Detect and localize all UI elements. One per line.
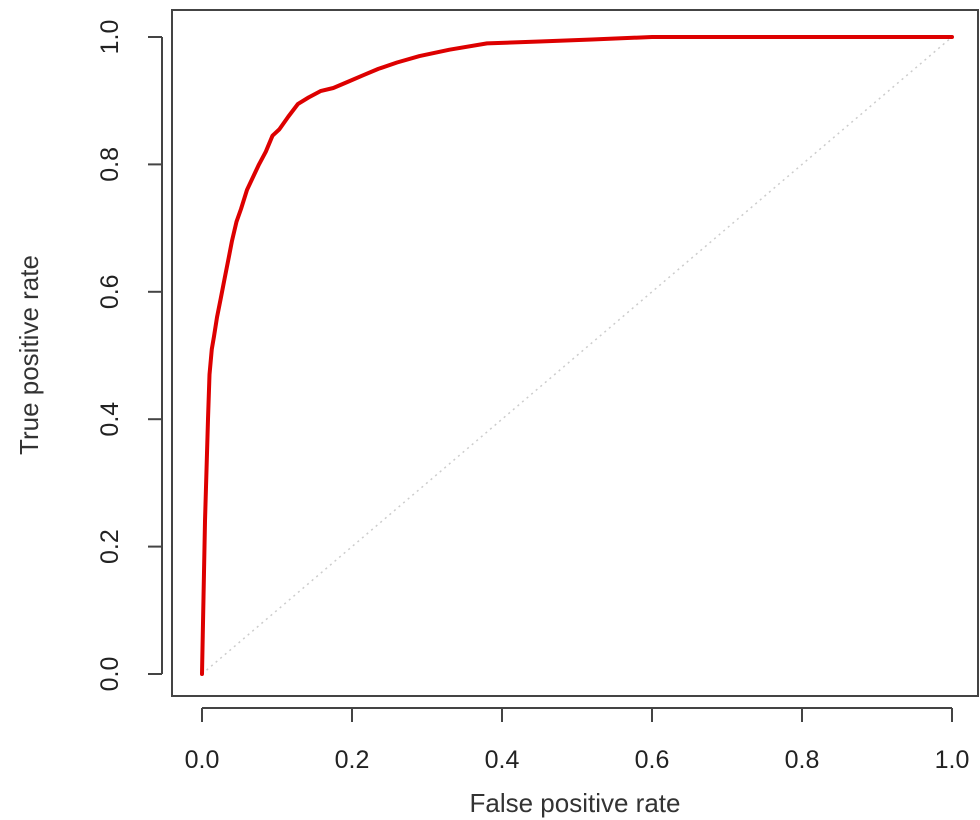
y-axis-label: True positive rate xyxy=(14,255,44,455)
chance-diagonal-line xyxy=(201,36,953,675)
y-tick-label-2: 0.4 xyxy=(96,402,124,437)
chance-line-layer xyxy=(201,36,953,675)
y-axis: 0.0 0.2 0.4 0.6 0.8 1.0 xyxy=(96,20,163,692)
roc-curve-line xyxy=(200,35,954,676)
x-tick-label-1: 0.2 xyxy=(335,746,370,774)
x-tick-label-5: 1.0 xyxy=(935,746,970,774)
x-tick-label-4: 0.8 xyxy=(785,746,820,774)
y-tick-label-0: 0.0 xyxy=(96,657,124,692)
x-axis-label: False positive rate xyxy=(470,788,681,818)
roc-curve-layer xyxy=(200,35,954,676)
plot-frame xyxy=(171,9,979,697)
x-tick-label-0: 0.0 xyxy=(185,746,220,774)
y-tick-label-1: 0.2 xyxy=(96,529,124,564)
x-axis: 0.0 0.2 0.4 0.6 0.8 1.0 xyxy=(185,707,970,774)
y-tick-label-4: 0.8 xyxy=(96,147,124,182)
x-tick-label-2: 0.4 xyxy=(485,746,520,774)
y-tick-label-3: 0.6 xyxy=(96,274,124,309)
x-tick-label-3: 0.6 xyxy=(635,746,670,774)
y-tick-label-5: 1.0 xyxy=(96,20,124,55)
